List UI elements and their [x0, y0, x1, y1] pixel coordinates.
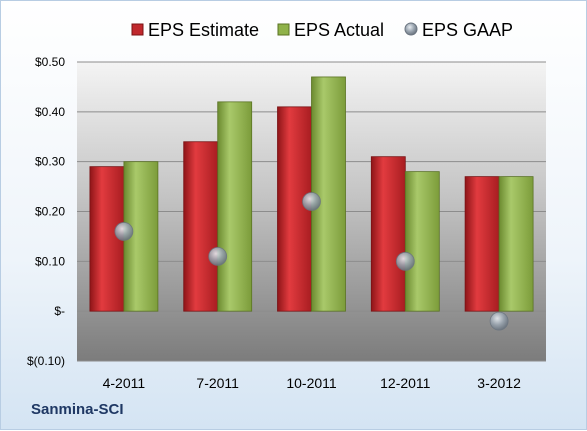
gaap-marker — [395, 251, 415, 271]
actual-bar — [404, 171, 440, 312]
x-tick-label: 4-2011 — [103, 375, 146, 391]
gaap-marker — [489, 311, 509, 331]
y-tick-label: $0.40 — [35, 105, 65, 119]
estimate-bar — [183, 141, 219, 312]
gaap-marker — [208, 246, 228, 266]
legend-label: EPS GAAP — [422, 20, 513, 40]
legend-swatch — [131, 23, 144, 36]
legend: EPS Estimate EPS Actual EPS GAAP — [131, 20, 513, 40]
y-tick-label: $(0.10) — [27, 354, 65, 368]
y-tick-label: $0.30 — [35, 155, 65, 169]
y-axis: $(0.10) $- $0.10 $0.20 $0.30 $0.40 $0.50 — [27, 55, 65, 368]
actual-bar — [498, 176, 534, 312]
x-axis: 4-2011 7-2011 10-2011 12-2011 3-2012 — [103, 375, 521, 391]
gaap-marker — [114, 222, 134, 241]
estimate-bar — [464, 176, 500, 312]
x-tick-label: 10-2011 — [286, 375, 337, 391]
x-tick-label: 7-2011 — [196, 375, 239, 391]
legend-swatch — [404, 22, 418, 36]
y-tick-label: $0.50 — [35, 55, 65, 69]
y-tick-label: $0.20 — [35, 205, 65, 219]
gaap-marker — [302, 192, 321, 211]
gaap-markers — [114, 192, 509, 331]
actual-bar — [217, 101, 253, 312]
legend-label: EPS Estimate — [148, 20, 259, 40]
y-tick-label: $0.10 — [35, 254, 65, 268]
estimate-bar — [370, 156, 406, 312]
legend-label: EPS Actual — [294, 20, 384, 40]
company-name: Sanmina-SCI — [31, 401, 124, 418]
x-tick-label: 12-2011 — [380, 375, 431, 391]
y-tick-label: $- — [54, 304, 65, 318]
x-tick-label: 3-2012 — [477, 375, 521, 391]
legend-swatch — [277, 23, 290, 36]
